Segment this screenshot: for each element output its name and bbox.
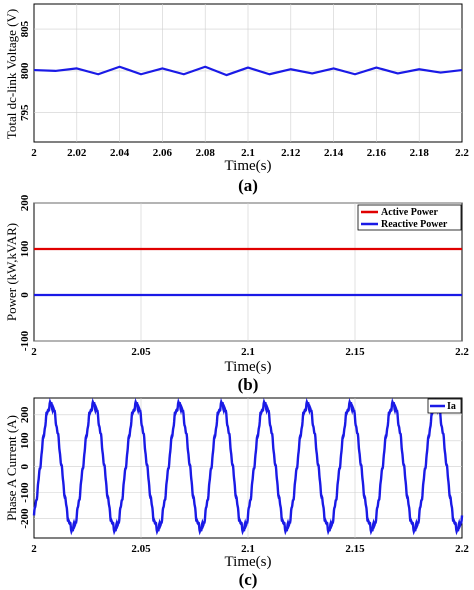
- panel-a-x-tick-label: 2.12: [281, 147, 301, 159]
- panel-a-x-tick-label: 2.16: [367, 147, 387, 159]
- panel-c-legend: Ia: [427, 398, 462, 414]
- panel-c-x-tick-label: 2: [31, 543, 37, 555]
- panel-b-x-tick-label: 2.05: [131, 346, 151, 358]
- panel-b-y-tick-label: 200: [19, 194, 31, 211]
- panel-b-x-axis-label: Time(s): [225, 359, 272, 375]
- panel-b-x-tick-label: 2.15: [345, 346, 365, 358]
- panel-a-y-tick-label: 800: [19, 62, 31, 79]
- panel-a-x-tick-label: 2.2: [455, 147, 469, 159]
- panel-b-y-tick-label: 100: [19, 240, 31, 257]
- series-line-dc-link-voltage: [33, 65, 463, 77]
- panel-b-label: (b): [238, 375, 259, 394]
- panel-a-x-tick-label: 2: [31, 147, 37, 159]
- panel-c-x-tick-label: 2.05: [131, 543, 151, 555]
- panel-c-x-tick-label: 2.1: [241, 543, 255, 555]
- panel-c-y-tick-label: -200: [19, 508, 31, 529]
- panel-b-y-tick-label: 0: [19, 292, 31, 298]
- panel-c-y-tick-label: -100: [19, 482, 31, 503]
- panel-a-x-tick-label: 2.04: [110, 147, 130, 159]
- legend-label-reactive-power: Reactive Power: [381, 219, 448, 230]
- panel-b-y-tick-label: -100: [19, 330, 31, 351]
- panel-a-x-tick-label: 2.02: [67, 147, 87, 159]
- panel-a-x-axis-label: Time(s): [225, 158, 272, 174]
- panel-a-x-tick-label: 2.18: [410, 147, 430, 159]
- panel-c-y-tick-label: 100: [19, 432, 31, 449]
- panel-c-y-tick-label: 0: [19, 463, 31, 469]
- legend-label-ia: Ia: [447, 401, 456, 412]
- panel-a-y-tick-label: 805: [19, 20, 31, 37]
- panel-a-label: (a): [238, 176, 258, 195]
- panel-c-x-tick-label: 2.2: [455, 543, 469, 555]
- panel-b-y-axis-label: Power (kW,kVAR): [4, 223, 19, 321]
- panel-a-x-tick-label: 2.08: [196, 147, 216, 159]
- panel-a-dc-link-voltage: 2 2.02 2.04 2.06 2.08 2.1 2.12 2.14 2.16 2.18 2.2 …: [4, 3, 469, 195]
- panel-c-x-axis-label: Time(s): [225, 554, 272, 570]
- panel-b-legend-box: [357, 204, 462, 231]
- series-line-ia: [32, 398, 464, 536]
- panel-b-legend: Active Power Reactive Power: [357, 204, 462, 231]
- panel-c-phase-a-current: 2 2.05 2.1 2.15 2.2 -200 -100 0 100 200 Phase A …: [4, 397, 469, 589]
- panel-b-x-tick-label: 2.1: [241, 346, 255, 358]
- panel-c-y-tick-label: 200: [19, 406, 31, 423]
- panel-b-power: 2 2.05 2.1 2.15 2.2 -100 0 100 200 Power (kW,kV…: [4, 194, 469, 394]
- panel-b-x-tick-label: 2: [31, 346, 37, 358]
- panel-a-x-tick-label: 2.14: [324, 147, 344, 159]
- panel-a-y-tick-label: 795: [19, 104, 31, 121]
- legend-label-active-power: Active Power: [381, 207, 438, 218]
- panel-c-label: (c): [239, 570, 258, 589]
- panel-a-y-axis-label: Total dc-link Voltage (V): [4, 9, 19, 139]
- panel-b-x-tick-label: 2.2: [455, 346, 469, 358]
- panel-c-y-axis-label: Phase A Current (A): [4, 415, 19, 521]
- panel-a-x-tick-label: 2.06: [153, 147, 173, 159]
- panel-a-x-tick-label: 2.1: [241, 147, 255, 159]
- panel-c-x-tick-label: 2.15: [345, 543, 365, 555]
